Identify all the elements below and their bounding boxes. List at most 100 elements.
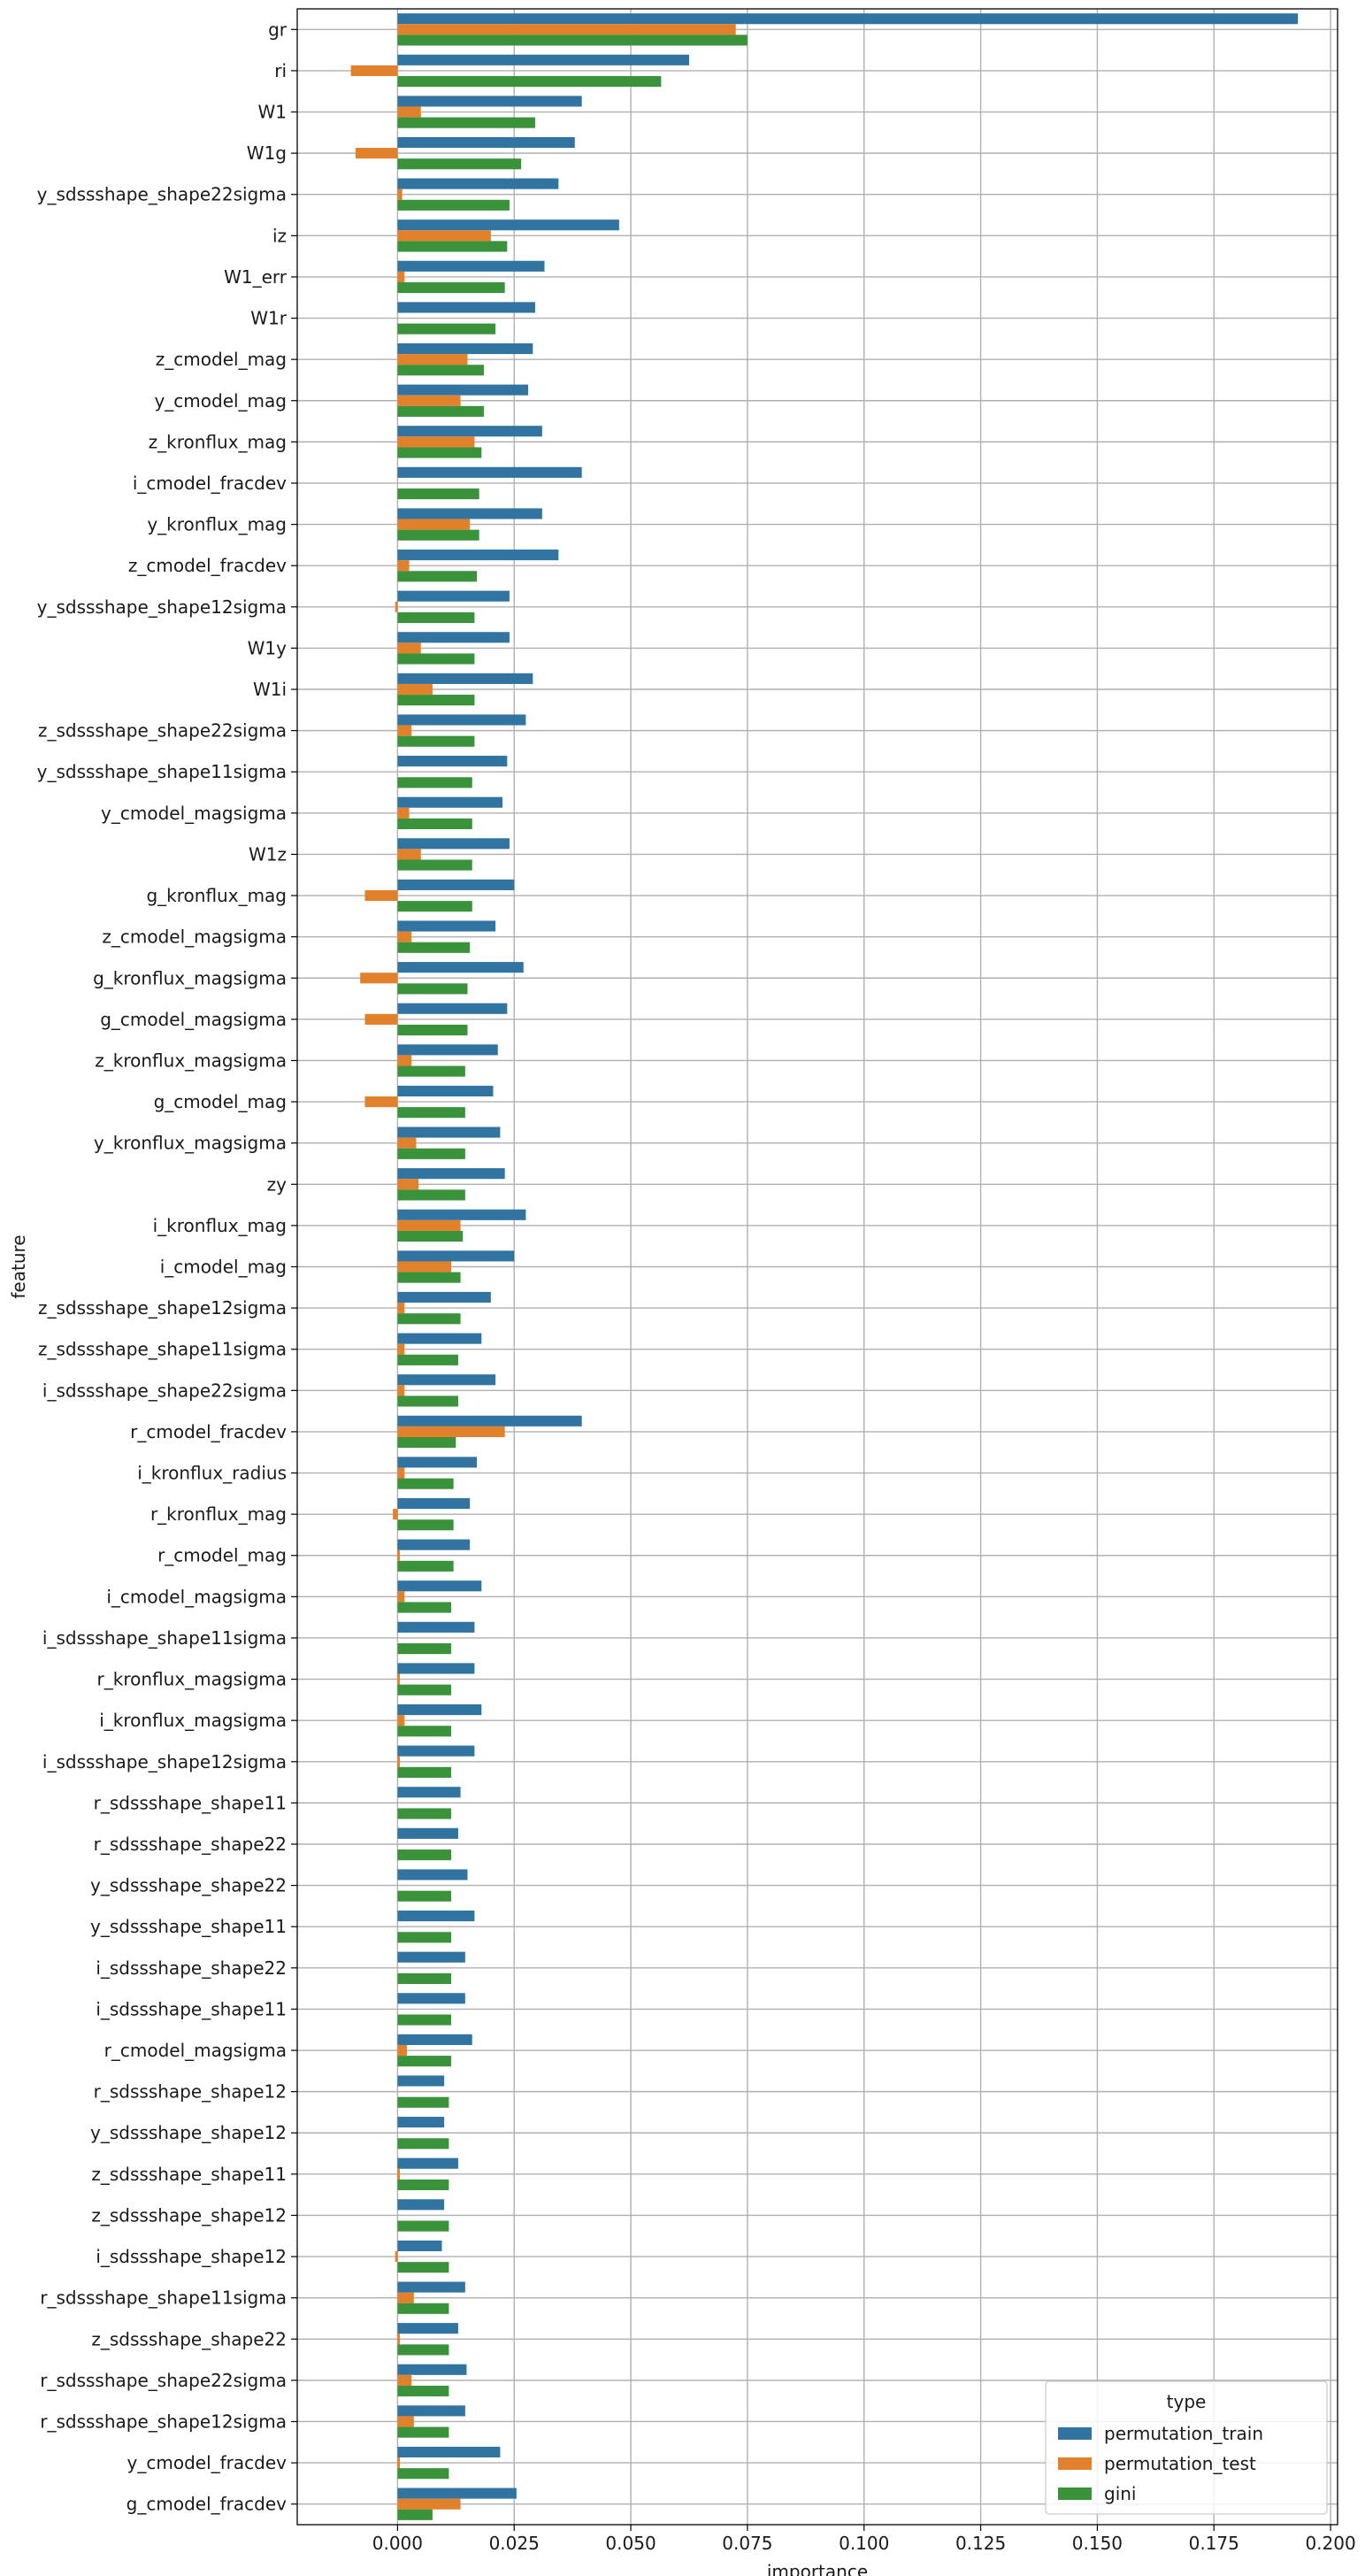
legend-label: permutation_test — [1104, 2453, 1256, 2474]
y-tick-label: r_kronflux_mag — [150, 1503, 287, 1525]
bar-gini — [397, 1148, 465, 1159]
bar-permutation_train — [397, 178, 559, 189]
bar-gini — [397, 405, 484, 417]
bar-permutation_train — [397, 1539, 471, 1550]
bar-permutation_train — [397, 54, 689, 65]
bar-permutation_test — [397, 2292, 414, 2303]
bar-gini — [397, 2468, 449, 2480]
bar-permutation_test — [397, 24, 736, 35]
bar-permutation_train — [397, 673, 533, 684]
bar-permutation_test — [355, 148, 398, 159]
x-tick-label: 0.050 — [605, 2533, 656, 2554]
bar-gini — [397, 75, 662, 88]
y-tick-label: i_cmodel_mag — [160, 1257, 287, 1278]
bar-gini — [397, 1436, 456, 1449]
bar-gini — [397, 529, 479, 541]
y-tick-label: z_sdssshape_shape12 — [91, 2204, 287, 2226]
bar-gini — [397, 2096, 449, 2108]
y-tick-label: r_cmodel_mag — [157, 1545, 287, 1566]
y-tick-label: i_cmodel_magsigma — [106, 1586, 287, 1607]
y-tick-label: i_kronflux_mag — [153, 1215, 287, 1236]
x-tick-label: 0.000 — [372, 2533, 423, 2554]
y-tick-label: W1r — [250, 308, 288, 329]
y-tick-label: i_sdssshape_shape22sigma — [42, 1380, 287, 1401]
bar-gini — [397, 1396, 458, 1407]
bar-gini — [397, 1024, 468, 1036]
y-tick-label: z_kronflux_magsigma — [95, 1050, 287, 1071]
legend-box — [1045, 2380, 1328, 2515]
bar-permutation_train — [397, 1745, 475, 1757]
bar-permutation_train — [397, 2405, 465, 2417]
y-tick-label: y_cmodel_mag — [154, 390, 287, 411]
y-tick-label: y_sdssshape_shape22sigma — [37, 184, 287, 205]
bar-permutation_train — [397, 1333, 482, 1344]
bar-gini — [397, 1313, 461, 1325]
bar-gini — [397, 117, 535, 128]
bar-permutation_test — [397, 1715, 405, 1726]
y-tick-label: z_sdssshape_shape22 — [91, 2328, 287, 2349]
bar-gini — [397, 1065, 465, 1077]
y-tick-label: W1y — [248, 637, 288, 658]
bar-permutation_test — [397, 2374, 412, 2386]
bar-permutation_test — [397, 519, 471, 530]
y-axis-label: feature — [8, 1234, 29, 1298]
bar-permutation_train — [397, 632, 510, 643]
bar-permutation_train — [397, 136, 575, 149]
bar-gini — [397, 158, 522, 170]
y-tick-label: y_cmodel_magsigma — [101, 803, 287, 824]
legend-label: gini — [1104, 2483, 1136, 2504]
y-tick-label: W1g — [247, 142, 287, 164]
bar-permutation_train — [397, 590, 510, 602]
bar-permutation_train — [397, 2488, 517, 2499]
bar-gini — [397, 735, 475, 747]
bar-permutation_test — [397, 230, 491, 242]
bar-permutation_train — [397, 1787, 461, 1798]
y-tick-label: g_kronflux_magsigma — [93, 967, 287, 988]
y-tick-label: r_sdssshape_shape11sigma — [40, 2288, 287, 2309]
y-tick-label: g_cmodel_magsigma — [100, 1009, 287, 1030]
bar-permutation_train — [397, 260, 545, 272]
legend-swatch — [1058, 2488, 1092, 2500]
bar-permutation_test — [364, 889, 398, 902]
bar-permutation_test — [397, 1303, 405, 1314]
y-tick-label: g_kronflux_mag — [146, 885, 287, 906]
bar-permutation_test — [397, 1549, 401, 1561]
bar-permutation_train — [397, 1168, 505, 1180]
y-tick-label: z_cmodel_fracdev — [128, 555, 287, 576]
bar-permutation_test — [397, 2168, 401, 2180]
bar-permutation_test — [397, 1426, 505, 1437]
x-tick-label: 0.075 — [722, 2533, 772, 2554]
y-tick-label: z_sdssshape_shape11sigma — [38, 1339, 287, 1360]
bar-permutation_test — [397, 683, 433, 696]
bar-permutation_train — [397, 508, 542, 519]
bar-permutation_test — [397, 849, 421, 860]
bar-gini — [397, 1643, 452, 1655]
bar-permutation_train — [397, 1827, 458, 1839]
bar-permutation_train — [397, 384, 529, 396]
bar-permutation_train — [397, 1209, 526, 1220]
y-tick-label: g_cmodel_fracdev — [127, 2494, 287, 2515]
bar-permutation_test — [397, 1467, 405, 1479]
y-tick-label: W1z — [249, 843, 287, 865]
bar-permutation_test — [397, 1219, 461, 1231]
bar-permutation_train — [397, 1374, 496, 1386]
bar-permutation_train — [397, 2199, 445, 2211]
y-tick-label: ri — [274, 60, 287, 81]
y-tick-label: i_sdssshape_shape11sigma — [42, 1627, 287, 1649]
y-tick-label: z_cmodel_mag — [156, 349, 287, 370]
y-tick-label: z_sdssshape_shape12sigma — [38, 1297, 287, 1319]
bar-gini — [397, 1230, 464, 1242]
legend-swatch — [1058, 2457, 1092, 2470]
bar-gini — [397, 1602, 452, 1613]
bar-permutation_train — [397, 2281, 465, 2293]
legend: type permutation_train permutation_testgi… — [1045, 2380, 1328, 2515]
bar-permutation_train — [397, 756, 508, 767]
y-tick-label: W1_err — [224, 266, 288, 288]
x-axis-label: importance — [767, 2561, 868, 2576]
bar-gini — [397, 2303, 449, 2314]
bar-permutation_train — [397, 1621, 475, 1633]
y-tick-label: y_kronflux_magsigma — [94, 1133, 287, 1154]
bar-gini — [397, 365, 484, 376]
bar-permutation_test — [397, 725, 412, 736]
